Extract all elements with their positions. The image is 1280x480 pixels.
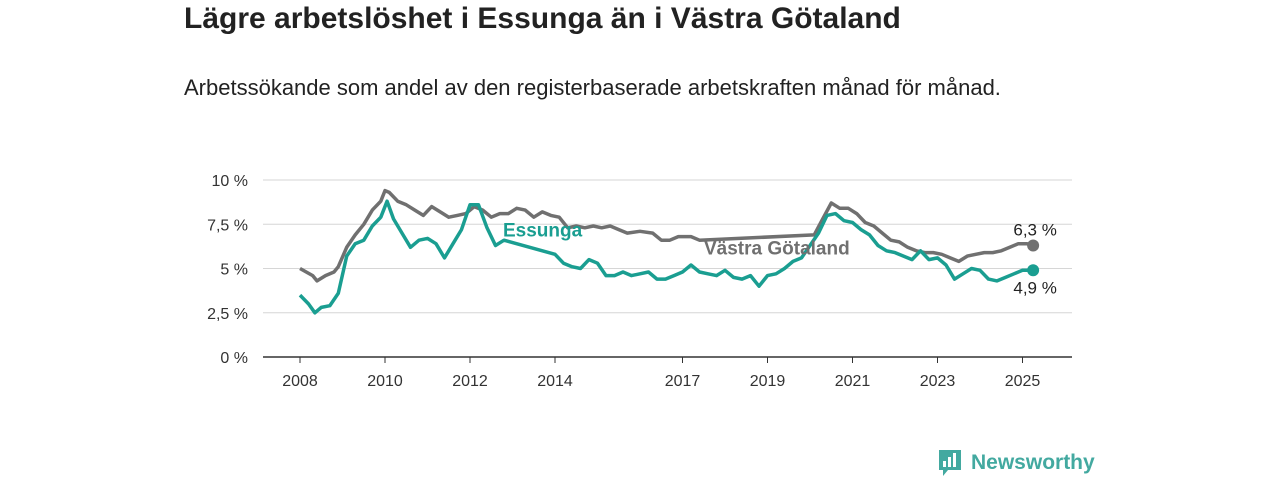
x-tick-label: 2008: [282, 373, 318, 390]
series-line-essunga: [298, 199, 1034, 315]
end-point-essunga: [1027, 264, 1040, 277]
chart-title: Lägre arbetslöshet i Essunga än i Västra…: [184, 2, 901, 35]
x-tick-label: 2025: [1005, 373, 1041, 390]
chart-subtitle: Arbetssökande som andel av den registerb…: [184, 75, 1001, 100]
series-label-vastra-gotaland: Västra Götaland: [704, 238, 850, 259]
y-tick-label: 0 %: [220, 350, 248, 367]
series-label-essunga: Essunga: [503, 221, 583, 242]
series-line-vastra-gotaland: [299, 188, 1034, 283]
x-tick-label: 2010: [367, 373, 403, 390]
end-label-essunga: 4,9 %: [1013, 278, 1056, 297]
x-tick-label: 2023: [920, 373, 956, 390]
x-tick-label: 2012: [452, 373, 488, 390]
x-tick-label: 2019: [750, 373, 786, 390]
brand-name: Newsworthy: [971, 451, 1095, 474]
x-tick-label: 2017: [665, 373, 701, 390]
y-tick-label: 7,5 %: [207, 217, 248, 234]
end-label-vastra-gotaland: 6,3 %: [1013, 220, 1056, 239]
x-tick-label: 2014: [537, 373, 573, 390]
y-tick-label: 5 %: [220, 262, 248, 279]
x-tick-label: 2021: [835, 373, 871, 390]
newsworthy-brand: Newsworthy: [937, 448, 1095, 478]
newsworthy-logo-icon: [939, 450, 961, 476]
end-point-vastra-gotaland: [1027, 239, 1040, 252]
y-tick-label: 2,5 %: [207, 306, 248, 323]
y-tick-label: 10 %: [212, 173, 248, 190]
